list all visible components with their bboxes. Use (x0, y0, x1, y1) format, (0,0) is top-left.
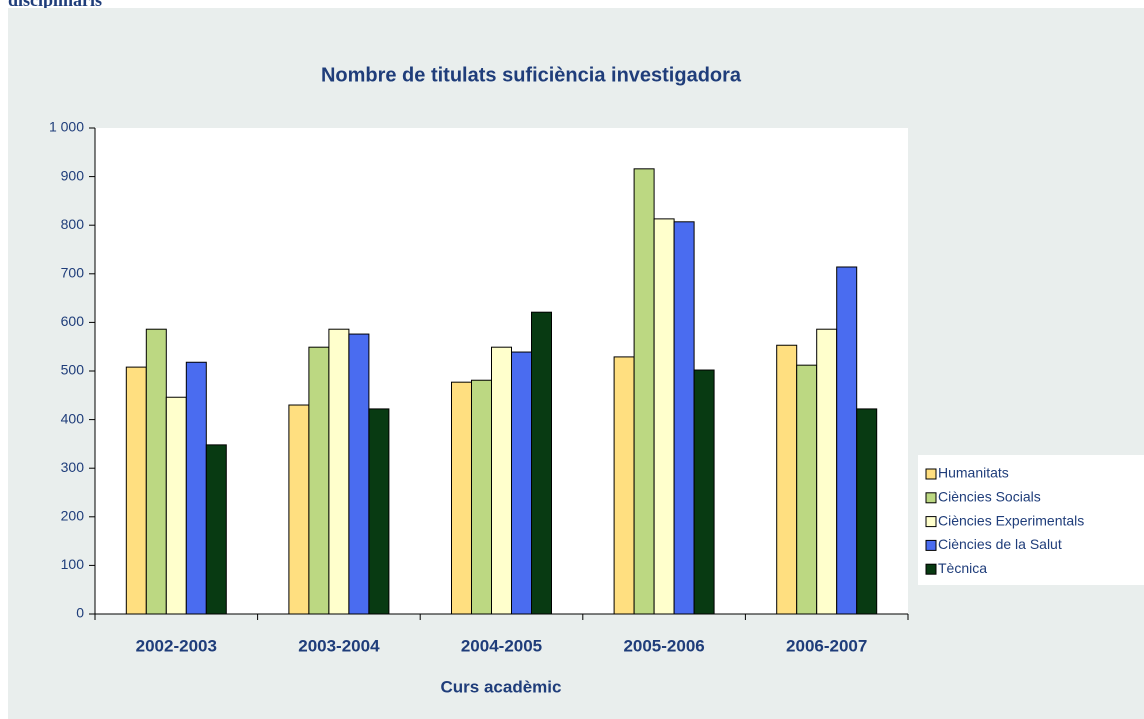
y-tick-label: 100 (61, 556, 85, 572)
bar (165, 396, 187, 615)
legend-label: Ciències de la Salut (938, 536, 1062, 552)
bar (856, 408, 878, 615)
bar (836, 266, 858, 615)
bar (653, 218, 675, 615)
y-tick-label: 200 (61, 508, 85, 524)
bar (288, 404, 310, 615)
y-tick-label: 700 (61, 265, 85, 281)
legend-swatch (925, 492, 937, 504)
heading: disciplinaris (8, 0, 102, 10)
legend-label: Ciències Socials (938, 489, 1041, 505)
y-tick-label: 600 (61, 313, 85, 329)
bar (633, 168, 655, 615)
legend-label: Ciències Experimentals (938, 512, 1084, 528)
bar (348, 333, 370, 615)
bar (776, 344, 798, 615)
bar (368, 408, 390, 615)
bar (185, 361, 207, 615)
chart-title: Nombre de titulats suficiència investiga… (321, 64, 742, 86)
legend-swatch (925, 563, 937, 575)
legend-label: Humanitats (938, 465, 1009, 481)
bar (816, 328, 838, 615)
bar (205, 444, 227, 615)
legend-swatch (925, 539, 937, 551)
bar (145, 328, 167, 615)
x-tick-label: 2003-2004 (298, 636, 380, 655)
y-tick-label: 500 (61, 362, 85, 378)
x-axis-title: Curs acadèmic (441, 677, 562, 696)
bar (471, 379, 492, 615)
legend-swatch (925, 468, 937, 480)
y-tick-label: 1 000 (49, 119, 84, 135)
legend (918, 455, 1144, 585)
bar (693, 369, 715, 615)
bar (613, 356, 635, 615)
bar (511, 351, 532, 615)
bar (125, 366, 147, 615)
bar (328, 328, 350, 615)
x-tick-label: 2004-2005 (461, 636, 542, 655)
x-tick-label: 2002-2003 (136, 636, 217, 655)
y-tick-label: 900 (61, 167, 85, 183)
x-tick-label: 2005-2006 (623, 636, 704, 655)
bar (451, 381, 472, 615)
y-tick-label: 300 (61, 459, 85, 475)
y-tick-label: 0 (76, 605, 84, 621)
x-tick-label: 2006-2007 (786, 636, 867, 655)
bar (308, 346, 330, 615)
bar (673, 221, 695, 615)
bar (796, 364, 818, 615)
y-tick-label: 800 (61, 216, 85, 232)
legend-label: Tècnica (938, 560, 987, 576)
y-tick-label: 400 (61, 410, 85, 426)
bar (491, 346, 512, 615)
bar (531, 311, 552, 615)
legend-swatch (925, 516, 937, 528)
